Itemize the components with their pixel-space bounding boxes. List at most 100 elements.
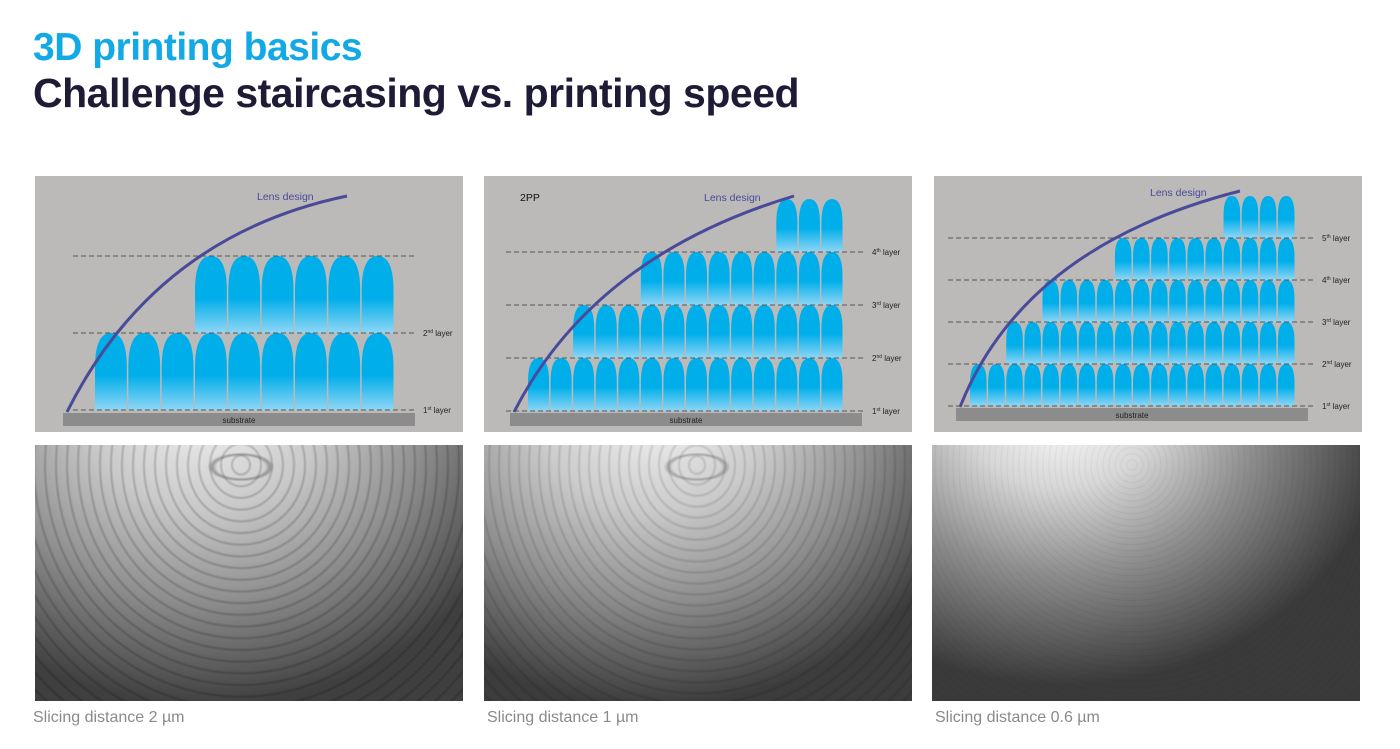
voxel bbox=[1223, 364, 1241, 406]
layer-label: 2nd layer bbox=[872, 354, 902, 363]
voxel bbox=[663, 252, 685, 305]
voxel bbox=[1042, 364, 1060, 406]
voxel bbox=[1241, 322, 1259, 364]
voxel bbox=[1078, 322, 1096, 364]
layer-superscript: nd bbox=[1326, 360, 1332, 366]
voxel bbox=[1277, 196, 1295, 238]
voxel bbox=[228, 256, 261, 333]
voxel bbox=[1151, 322, 1168, 364]
layer-word: layer bbox=[433, 329, 453, 338]
layer-number: 3 bbox=[872, 301, 877, 310]
surface-photo-0-6um bbox=[932, 445, 1360, 701]
layer-word: layer bbox=[881, 301, 901, 310]
voxel bbox=[195, 256, 227, 333]
layer-word: layer bbox=[882, 354, 902, 363]
substrate bbox=[956, 408, 1308, 421]
voxel bbox=[1096, 322, 1114, 364]
layer-number: 1 bbox=[423, 406, 428, 415]
voxel bbox=[821, 358, 843, 411]
layer-label: 1st layer bbox=[872, 407, 900, 416]
voxel bbox=[1078, 280, 1096, 322]
voxel bbox=[821, 199, 843, 252]
layer-number: 4 bbox=[872, 248, 877, 257]
layer-word: layer bbox=[431, 406, 451, 415]
voxel bbox=[550, 358, 572, 411]
voxel bbox=[1205, 364, 1223, 406]
layer-number: 2 bbox=[872, 354, 877, 363]
voxel bbox=[228, 333, 261, 410]
voxel bbox=[528, 358, 550, 411]
voxel bbox=[1241, 364, 1259, 406]
substrate-label: substrate bbox=[1116, 411, 1149, 420]
process-tag: 2PP bbox=[520, 192, 540, 204]
voxel bbox=[1114, 280, 1132, 322]
voxel bbox=[573, 305, 595, 358]
voxel bbox=[1024, 364, 1041, 406]
layer-label: 1st layer bbox=[423, 406, 451, 415]
voxel bbox=[1114, 364, 1132, 406]
voxel bbox=[663, 305, 685, 358]
voxel bbox=[1096, 280, 1114, 322]
voxel bbox=[1241, 196, 1259, 238]
voxel bbox=[731, 252, 753, 305]
voxel bbox=[1042, 280, 1060, 322]
layer-label: 4th layer bbox=[872, 248, 901, 257]
caption-2um: Slicing distance 2 µm bbox=[33, 709, 185, 726]
voxel bbox=[640, 305, 662, 358]
layer-superscript: rd bbox=[1326, 318, 1331, 324]
voxel bbox=[640, 358, 662, 411]
voxel bbox=[753, 252, 775, 305]
voxel bbox=[1205, 280, 1223, 322]
voxel bbox=[798, 305, 820, 358]
layer-label: 1st layer bbox=[1322, 402, 1350, 411]
layer-number: 1 bbox=[872, 407, 877, 416]
voxel bbox=[261, 256, 294, 333]
voxel bbox=[1187, 322, 1204, 364]
layer-label: 2nd layer bbox=[423, 329, 453, 338]
voxel bbox=[1223, 238, 1241, 280]
voxel bbox=[1133, 280, 1150, 322]
voxel bbox=[1042, 322, 1060, 364]
voxel bbox=[1187, 280, 1204, 322]
caption-1um: Slicing distance 1 µm bbox=[487, 709, 639, 726]
voxel bbox=[1060, 280, 1078, 322]
voxel bbox=[663, 358, 685, 411]
voxel bbox=[1078, 364, 1096, 406]
voxel bbox=[361, 256, 394, 333]
layer-label: 5th layer bbox=[1322, 234, 1351, 243]
voxel bbox=[1187, 364, 1204, 406]
voxel bbox=[618, 358, 640, 411]
voxel bbox=[295, 333, 327, 410]
voxel bbox=[1024, 322, 1041, 364]
voxel bbox=[195, 333, 227, 410]
layer-word: layer bbox=[881, 248, 901, 257]
layer-label: 4th layer bbox=[1322, 276, 1351, 285]
layer-superscript: th bbox=[1326, 276, 1330, 282]
diagram-panel-1um: substrate 1st layer 2nd layer 3rd layer 4th … bbox=[484, 176, 912, 432]
lens-design-label: Lens design bbox=[704, 192, 761, 204]
voxel bbox=[1187, 238, 1204, 280]
diagram-panel-2um: substrate 1st layer 2nd layer Lens design bbox=[35, 176, 463, 432]
voxel bbox=[798, 199, 820, 252]
voxel bbox=[1259, 238, 1277, 280]
layer-number: 3 bbox=[1322, 318, 1327, 327]
layer-superscript: rd bbox=[876, 301, 881, 307]
lens-design-label: Lens design bbox=[257, 191, 314, 203]
layer-superscript: nd bbox=[427, 329, 433, 335]
voxel bbox=[1205, 238, 1223, 280]
voxel bbox=[776, 358, 798, 411]
layer-word: layer bbox=[1331, 318, 1351, 327]
diagram-panel-0-6um: substrate 1st layer 2nd layer 3rd layer 4th … bbox=[934, 176, 1362, 432]
voxel bbox=[1277, 322, 1295, 364]
substrate-label: substrate bbox=[670, 416, 703, 425]
layer-number: 1 bbox=[1322, 402, 1327, 411]
voxel bbox=[798, 358, 820, 411]
voxel bbox=[1205, 322, 1223, 364]
voxel bbox=[328, 333, 361, 410]
voxel bbox=[1133, 364, 1150, 406]
voxel bbox=[595, 358, 617, 411]
voxel bbox=[1151, 238, 1168, 280]
kicker-title: 3D printing basics bbox=[33, 26, 363, 69]
layer-label: 3rd layer bbox=[872, 301, 901, 310]
